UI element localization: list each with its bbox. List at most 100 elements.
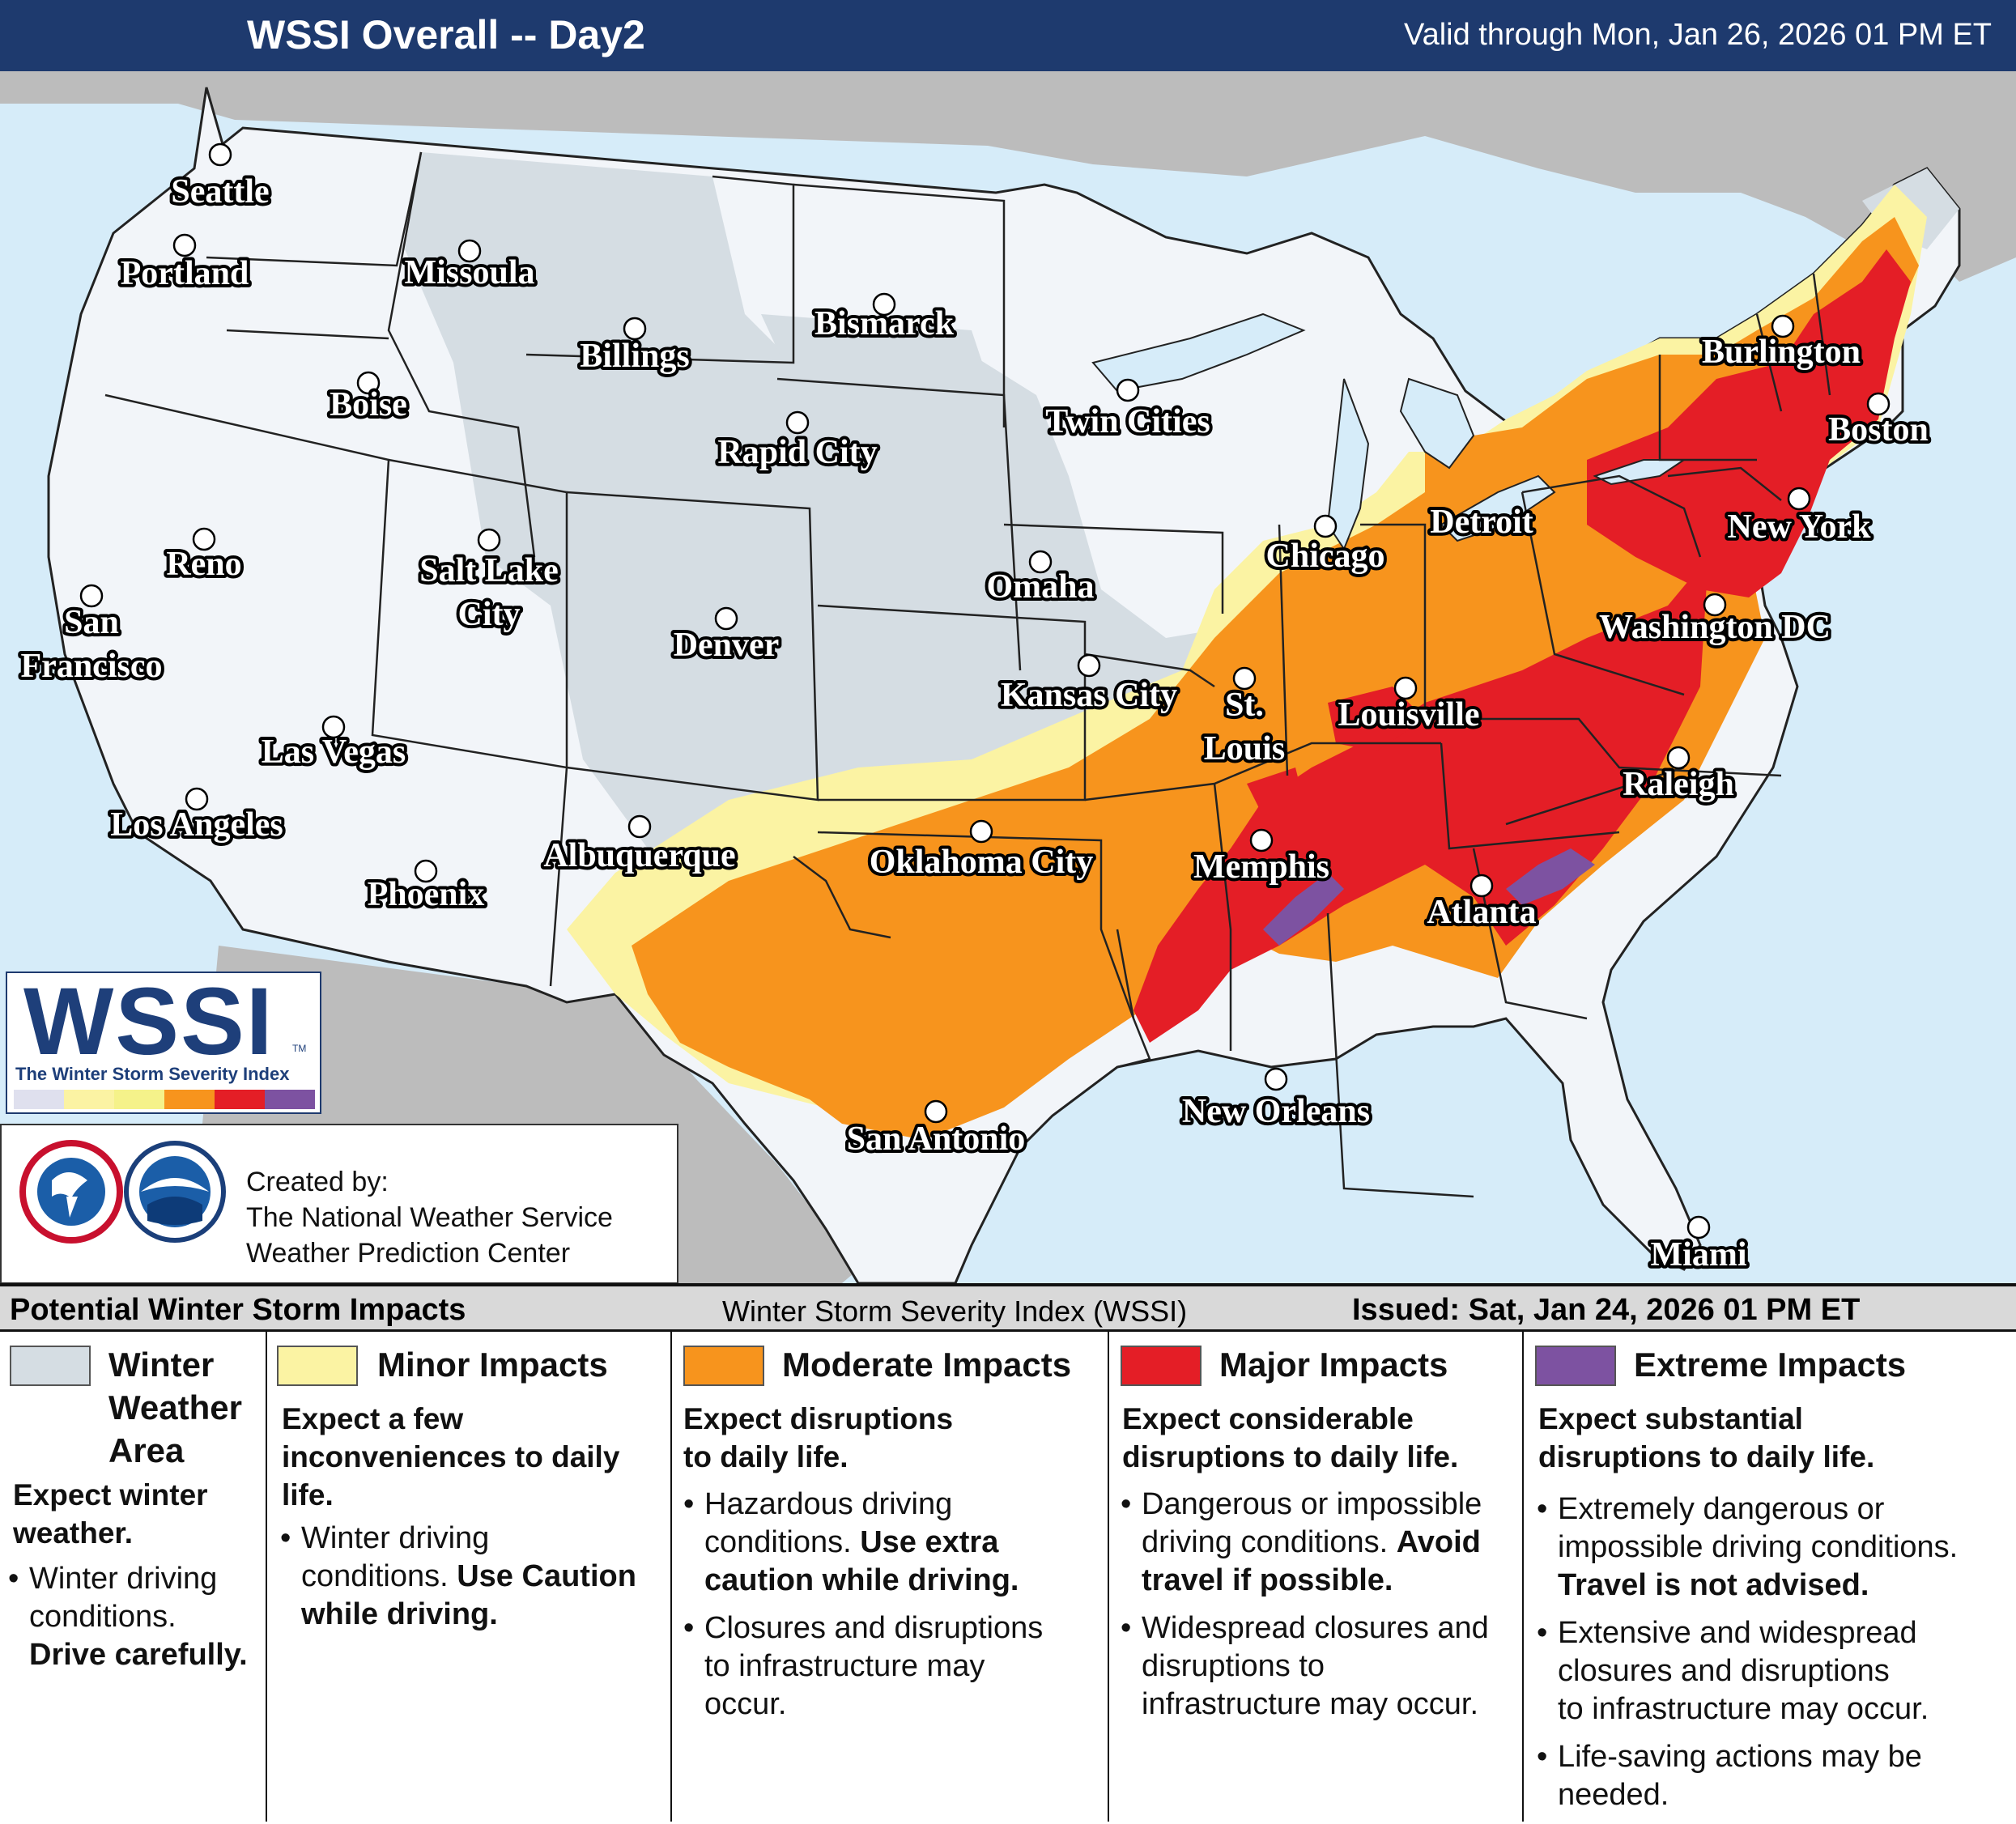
moderate-impacts-expect: Expect disruptions to daily life. bbox=[683, 1402, 954, 1473]
city-markers bbox=[79, 142, 1891, 1239]
city-label: Seattle bbox=[171, 173, 269, 210]
city-label: Louisville bbox=[1338, 696, 1479, 733]
header-bar: WSSI Overall -- Day2 Valid through Mon, … bbox=[0, 0, 2016, 71]
legend-center-title: Winter Storm Severity Index (WSSI) bbox=[722, 1295, 1188, 1328]
city-label: Washington DC bbox=[1599, 609, 1831, 646]
city-marker-icon bbox=[1686, 1215, 1711, 1239]
valid-through-text: Valid through Mon, Jan 26, 2026 01 PM ET bbox=[1404, 18, 1992, 52]
city-label: Denver bbox=[674, 627, 780, 664]
city-marker-icon bbox=[79, 584, 104, 608]
list-item: Widespread closures and disruptions to i… bbox=[1121, 1609, 1522, 1724]
city-label: New Orleans bbox=[1182, 1093, 1370, 1130]
list-item: Hazardous driving conditions. Use extra … bbox=[683, 1486, 1104, 1600]
city-marker-icon bbox=[785, 410, 810, 435]
winter-weather-expect: Expect winter weather. bbox=[13, 1478, 208, 1550]
map-title: WSSI Overall -- Day2 bbox=[247, 12, 645, 57]
wssi-wordmark: WSSI bbox=[23, 968, 274, 1075]
city-label: Miami bbox=[1651, 1236, 1747, 1273]
city-label: Missoula bbox=[404, 254, 534, 291]
extreme-impacts-swatch bbox=[1535, 1346, 1616, 1386]
list-item: Winter driving conditions. Drive careful… bbox=[8, 1560, 267, 1674]
issued-text: Issued: Sat, Jan 24, 2026 01 PM ET bbox=[1352, 1293, 1861, 1327]
scale-swatch bbox=[215, 1090, 265, 1109]
city-marker-icon bbox=[1116, 378, 1140, 402]
legend-col-moderate: Moderate Impacts Expect disruptions to d… bbox=[672, 1332, 1109, 1822]
city-marker-icon bbox=[172, 233, 197, 257]
city-marker-icon bbox=[1469, 874, 1494, 898]
extreme-impacts-expect: Expect substantial disruptions to daily … bbox=[1538, 1402, 1875, 1473]
great-lakes bbox=[1091, 313, 1687, 551]
list-item: Dangerous or impossible driving conditio… bbox=[1121, 1486, 1522, 1600]
city-marker-icon bbox=[1249, 828, 1274, 852]
city-marker-icon bbox=[924, 1099, 948, 1124]
major-impacts-label: Major Impacts bbox=[1219, 1346, 1448, 1384]
wssi-logo: WSSI TM The Winter Storm Severity Index bbox=[6, 972, 321, 1114]
city-label: Detroit bbox=[1430, 504, 1533, 541]
city-label: Portland bbox=[121, 255, 249, 292]
credit-text: Created by: The National Weather Service… bbox=[246, 1164, 613, 1271]
city-marker-icon bbox=[1077, 653, 1101, 678]
moderate-impacts-bullets: Hazardous driving conditions. Use extra … bbox=[683, 1486, 1104, 1733]
list-item: Extremely dangerous or impossible drivin… bbox=[1537, 1490, 2006, 1605]
city-marker-icon bbox=[321, 715, 346, 739]
city-marker-icon bbox=[185, 787, 209, 811]
legend-col-winter: Winter Weather Area Expect winter weathe… bbox=[0, 1332, 267, 1822]
city-label: Albuquerque bbox=[543, 837, 735, 874]
city-label: Rapid City bbox=[717, 434, 877, 471]
moderate-impacts-label: Moderate Impacts bbox=[782, 1346, 1072, 1384]
scale-swatch bbox=[114, 1090, 164, 1109]
scale-swatch bbox=[265, 1090, 315, 1109]
city-labels: Seattle Portland Missoula Billings Bismarck B… bbox=[18, 170, 1932, 1277]
legend-title-bar: Potential Winter Storm Impacts Winter St… bbox=[0, 1283, 2016, 1332]
city-label: Chicago bbox=[1266, 538, 1385, 575]
noaa-emblem-icon bbox=[124, 1141, 226, 1243]
city-marker-icon bbox=[1264, 1067, 1288, 1091]
city-marker-icon bbox=[1028, 550, 1053, 574]
scale-swatch bbox=[164, 1090, 215, 1109]
city-marker-icon bbox=[477, 528, 501, 552]
credit-line-1: Created by: bbox=[246, 1167, 389, 1197]
extreme-impacts-label: Extreme Impacts bbox=[1634, 1346, 1907, 1384]
city-marker-icon bbox=[1232, 666, 1257, 691]
nws-emblem-icon bbox=[19, 1140, 123, 1244]
minor-impacts-bullets: Winter driving conditions. Use Caution w… bbox=[280, 1520, 669, 1643]
trademark-mark: TM bbox=[292, 1043, 307, 1054]
legend-columns: Winter Weather Area Expect winter weathe… bbox=[0, 1332, 2016, 1822]
city-marker-icon bbox=[969, 819, 993, 844]
canada-land bbox=[0, 71, 2016, 257]
city-label: Phoenix bbox=[368, 876, 485, 913]
winter-weather-label: Winter Weather Area bbox=[108, 1346, 242, 1469]
city-label: St. bbox=[1225, 687, 1264, 724]
city-label: Francisco bbox=[21, 648, 163, 685]
city-label: San bbox=[64, 604, 119, 641]
city-marker-icon bbox=[872, 292, 896, 317]
list-item: Extensive and widespread closures and di… bbox=[1537, 1614, 2006, 1728]
city-marker-icon bbox=[414, 859, 438, 883]
legend-left-title: Potential Winter Storm Impacts bbox=[10, 1293, 466, 1327]
moderate-impacts-swatch bbox=[683, 1346, 764, 1386]
city-marker-icon bbox=[1866, 392, 1891, 416]
city-marker-icon bbox=[623, 317, 647, 341]
city-label: Los Angeles bbox=[110, 806, 283, 844]
extreme-impacts-bullets: Extremely dangerous or impossible drivin… bbox=[1537, 1490, 2006, 1824]
city-label: Billings bbox=[580, 338, 689, 375]
city-label: City bbox=[458, 596, 521, 633]
moderate-impacts-area bbox=[632, 217, 1919, 1140]
credit-line-3: Weather Prediction Center bbox=[246, 1238, 571, 1269]
city-marker-icon bbox=[208, 142, 232, 167]
city-label: Atlanta bbox=[1427, 894, 1536, 931]
credit-box: Created by: The National Weather Service… bbox=[0, 1124, 678, 1284]
major-impacts-swatch bbox=[1121, 1346, 1202, 1386]
minor-impacts-swatch bbox=[277, 1346, 358, 1386]
legend-col-extreme: Extreme Impacts Expect substantial disru… bbox=[1524, 1332, 2016, 1822]
city-label: San Antonio bbox=[847, 1120, 1026, 1158]
city-label: Kansas City bbox=[1001, 677, 1177, 714]
city-marker-icon bbox=[1703, 593, 1727, 617]
city-marker-icon bbox=[1771, 314, 1795, 338]
city-label: Oklahoma City bbox=[870, 844, 1094, 881]
city-label: Louis bbox=[1204, 730, 1285, 767]
city-label: Twin Cities bbox=[1045, 403, 1210, 440]
extreme-impacts-area bbox=[1263, 848, 1595, 946]
city-marker-icon bbox=[1313, 514, 1338, 538]
wssi-subtitle: The Winter Storm Severity Index bbox=[15, 1064, 290, 1084]
